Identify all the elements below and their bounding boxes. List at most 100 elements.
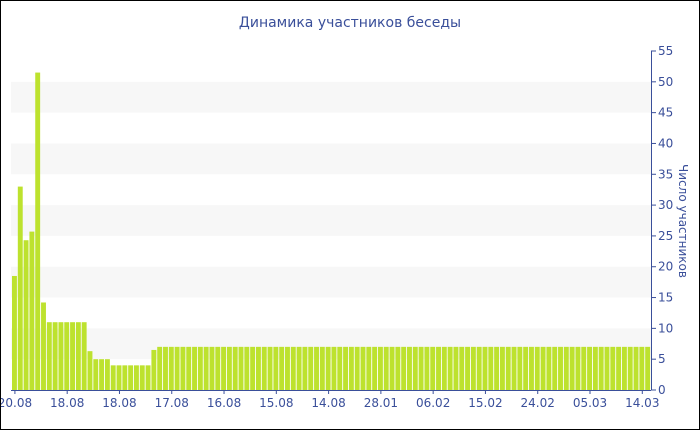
bar <box>592 346 598 390</box>
bar <box>337 346 343 390</box>
bar <box>389 346 395 390</box>
y-tick-label: 40 <box>658 136 673 150</box>
bar <box>58 322 64 390</box>
bar <box>12 275 17 390</box>
bar <box>99 359 105 390</box>
bar <box>267 346 273 390</box>
bar <box>203 346 209 390</box>
bar <box>116 365 122 390</box>
bar <box>540 346 546 390</box>
bar <box>261 346 267 390</box>
bar <box>494 346 500 390</box>
bar <box>145 365 151 390</box>
bar <box>639 346 645 390</box>
bar <box>499 346 505 390</box>
bar <box>23 240 29 390</box>
bar <box>296 346 302 390</box>
bar <box>453 346 459 390</box>
y-tick-label: 35 <box>658 167 673 181</box>
bar <box>505 346 511 390</box>
bar <box>331 346 337 390</box>
bar <box>232 346 238 390</box>
bar <box>133 365 139 390</box>
bar <box>110 365 116 390</box>
bar <box>238 346 244 390</box>
bar <box>163 346 168 390</box>
bar <box>517 346 523 390</box>
bar <box>180 346 186 390</box>
bar <box>285 346 290 390</box>
bar <box>383 346 389 390</box>
bar <box>447 346 453 390</box>
y-tick-label: 10 <box>658 321 673 335</box>
y-tick-label: 50 <box>658 75 673 89</box>
bar <box>174 346 180 390</box>
bar <box>430 346 436 390</box>
bar <box>64 322 70 390</box>
x-tick-label: 18.08 <box>50 396 84 410</box>
x-tick-label: 24.02 <box>521 396 555 410</box>
y-tick-label: 30 <box>658 198 673 212</box>
y-tick-label: 25 <box>658 229 673 243</box>
bar <box>354 346 360 390</box>
y-tick-label: 15 <box>658 291 673 305</box>
bar <box>255 346 261 390</box>
bar <box>128 365 134 390</box>
bar <box>581 346 587 390</box>
bar <box>221 346 227 390</box>
bar <box>552 346 558 390</box>
bar <box>569 346 575 390</box>
bar <box>604 346 610 390</box>
x-tick-label: 20.08 <box>1 396 32 410</box>
bar <box>151 349 157 390</box>
bar <box>377 346 383 390</box>
x-tick-label: 15.02 <box>468 396 502 410</box>
bar <box>412 346 418 390</box>
bar <box>424 346 430 390</box>
bar <box>645 346 651 390</box>
bar <box>563 346 569 390</box>
bar <box>319 346 325 390</box>
y-tick-label: 55 <box>658 44 673 58</box>
bar <box>273 346 279 390</box>
bar <box>395 346 401 390</box>
bar <box>250 346 256 390</box>
bar <box>366 346 372 390</box>
bar <box>372 346 378 390</box>
x-tick-label: 14.03 <box>625 396 659 410</box>
bar <box>534 346 540 390</box>
chart-title: Динамика участников беседы <box>238 15 462 31</box>
grid-band <box>11 205 651 236</box>
bar <box>343 346 349 390</box>
bar <box>633 346 639 390</box>
x-tick-label: 28.01 <box>364 396 398 410</box>
bar <box>139 365 145 390</box>
bar <box>279 346 285 390</box>
bar <box>476 346 482 390</box>
bar <box>529 346 534 390</box>
bar <box>215 346 221 390</box>
y-tick-label: 20 <box>658 260 673 274</box>
bar <box>459 346 465 390</box>
bar <box>407 346 412 390</box>
x-tick-label: 18.08 <box>102 396 136 410</box>
bar <box>546 346 552 390</box>
bar <box>226 346 232 390</box>
bar <box>558 346 563 390</box>
bar <box>436 346 441 390</box>
grid-band <box>11 143 651 175</box>
bar <box>511 346 517 390</box>
bar <box>401 346 407 390</box>
bar <box>598 346 604 390</box>
bar <box>616 346 622 390</box>
bar <box>575 346 581 390</box>
bar <box>488 346 494 390</box>
bar <box>87 351 93 390</box>
bar <box>209 346 215 390</box>
bar <box>75 322 81 390</box>
bar <box>314 346 319 390</box>
bar <box>441 346 447 390</box>
bar <box>197 346 203 390</box>
